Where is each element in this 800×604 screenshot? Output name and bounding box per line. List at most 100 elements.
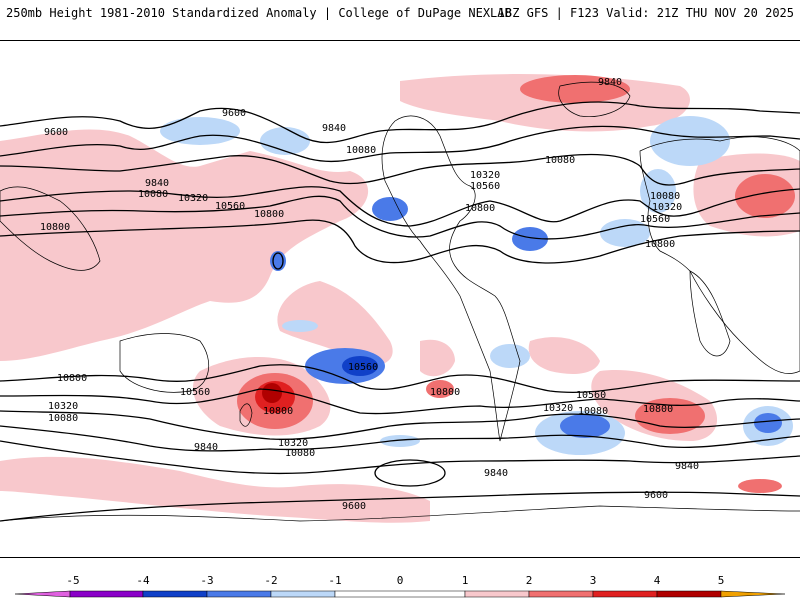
contour-label: 10800 <box>643 404 673 415</box>
contour-9600-north <box>0 101 800 144</box>
neg1-tropical-pacific <box>282 320 318 332</box>
contour-label: 10560 <box>470 181 500 192</box>
contour-label: 9840 <box>194 442 218 453</box>
positive-anomaly-2-atlantic <box>520 75 630 103</box>
positive-anomaly-2-europe <box>735 174 795 218</box>
americas-coast <box>381 115 521 442</box>
contour-label: 9840 <box>484 468 508 479</box>
colorbar-tick-label: 4 <box>654 574 661 587</box>
contour-10320-south <box>0 410 800 440</box>
west-pacific-pink <box>0 129 369 361</box>
colorbar-seg-neg4 <box>69 590 144 598</box>
contour-label: 10560 <box>640 214 670 225</box>
contour-label: 9840 <box>675 461 699 472</box>
map-title: 250mb Height 1981-2010 Standardized Anom… <box>6 6 512 20</box>
positive-anomaly-2-southern <box>738 479 782 493</box>
contour-label: 10080 <box>138 189 168 200</box>
contour-10560-north <box>0 195 800 240</box>
contour-label: 10800 <box>57 373 87 384</box>
neg1-western-europe <box>640 169 676 213</box>
contour-label: 10320 <box>543 403 573 414</box>
contour-10800-south <box>0 364 800 393</box>
neg2-california <box>372 197 408 221</box>
map-panel: 9840 9600 9600 9840 10080 9840 10080 103… <box>0 40 800 558</box>
colorbar-tick-label: 1 <box>462 574 469 587</box>
contour-labels: 9840 9600 9600 9840 10080 9840 10080 103… <box>40 77 699 512</box>
colorbar-seg-neg3 <box>142 590 208 598</box>
contour-label: 10080 <box>545 155 575 166</box>
anomaly-map: 9840 9600 9600 9840 10080 9840 10080 103… <box>0 74 800 523</box>
central-pacific-pink <box>277 281 393 365</box>
contour-label: 9600 <box>342 501 366 512</box>
contour-label: 10560 <box>180 387 210 398</box>
contour-closed-low-south <box>374 459 446 487</box>
model-valid-time: 18Z GFS | F123 Valid: 21Z THU NOV 20 202… <box>497 6 794 20</box>
contour-label: 9840 <box>598 77 622 88</box>
contour-label: 10800 <box>40 222 70 233</box>
contour-label: 10080 <box>346 145 376 156</box>
eurasia-africa-coast <box>639 136 800 374</box>
colorbar-tick-label: 3 <box>590 574 597 587</box>
contour-label: 10560 <box>215 201 245 212</box>
contour-label: 10320 <box>652 202 682 213</box>
neg1-north-pacific <box>160 117 240 145</box>
colorbar-segments <box>14 590 786 598</box>
contour-10080-south <box>0 425 800 452</box>
new-zealand-coast <box>239 403 253 427</box>
colorbar-svg: -5 -4 -3 -2 -1 0 1 2 3 4 5 <box>14 574 786 598</box>
colorbar-seg-pos1 <box>464 590 530 598</box>
neg1-east-atlantic <box>600 219 650 247</box>
colorbar-tick-label: 2 <box>526 574 533 587</box>
contour-label: 10800 <box>645 239 675 250</box>
contour-closed-hawaii <box>272 252 284 270</box>
contour-10080-north <box>0 153 800 186</box>
contour-label: 9840 <box>322 123 346 134</box>
contour-label: 10320 <box>470 170 500 181</box>
height-contours <box>0 101 800 522</box>
colorbar-seg-neg2 <box>206 590 272 598</box>
colorbar-tick-label: -2 <box>264 574 277 587</box>
contour-label: 10320 <box>178 193 208 204</box>
contour-label: 9840 <box>145 178 169 189</box>
contour-9840-south <box>0 440 800 475</box>
contour-label: 10080 <box>578 406 608 417</box>
colorbar-ticks: -5 -4 -3 -2 -1 0 1 2 3 4 5 <box>66 574 724 587</box>
neg1-southern-pacific <box>380 435 420 447</box>
contour-9840-north <box>0 125 800 163</box>
contour-label: 9600 <box>222 108 246 119</box>
south-america-pink <box>528 337 600 374</box>
contour-label: 10800 <box>465 203 495 214</box>
colorbar-tick-label: -5 <box>66 574 79 587</box>
africa-south-coast <box>689 270 731 357</box>
contour-label: 10080 <box>650 191 680 202</box>
contour-label: 9600 <box>44 127 68 138</box>
colorbar-tick-label: -1 <box>328 574 341 587</box>
colorbar-tick-label: 0 <box>397 574 404 587</box>
asia-east-coast <box>0 186 101 271</box>
positive-anomaly-2-east-pacific <box>426 380 454 398</box>
contour-label: 10560 <box>348 362 378 373</box>
contour-label: 10320 <box>278 438 308 449</box>
colorbar-seg-neg5 <box>14 590 71 598</box>
contour-label: 10800 <box>254 209 284 220</box>
neg2-atlantic <box>512 227 548 251</box>
colorbar-seg-pos3 <box>592 590 658 598</box>
contour-label: 10080 <box>285 448 315 459</box>
header: 250mb Height 1981-2010 Standardized Anom… <box>0 0 800 28</box>
colorbar-seg-pos5 <box>720 590 786 598</box>
neg2-south-atlantic <box>560 414 610 438</box>
neg1-scandinavia <box>650 116 730 166</box>
neg1-alaska <box>260 127 310 155</box>
contour-label: 10320 <box>48 401 78 412</box>
neg1-chile <box>490 344 530 368</box>
positive-anomaly-4-core <box>262 383 282 403</box>
colorbar-seg-pos4 <box>656 590 722 598</box>
colorbar-tick-label: 5 <box>718 574 725 587</box>
coastlines <box>0 81 800 522</box>
contour-9600-south <box>0 491 800 522</box>
australia-coast <box>119 333 209 393</box>
colorbar-seg-neg1 <box>270 590 336 598</box>
neg3-south-pacific <box>342 356 378 376</box>
neg2-indian-ocean <box>754 413 782 433</box>
positive-anomaly-2-south-atlantic <box>635 398 705 434</box>
